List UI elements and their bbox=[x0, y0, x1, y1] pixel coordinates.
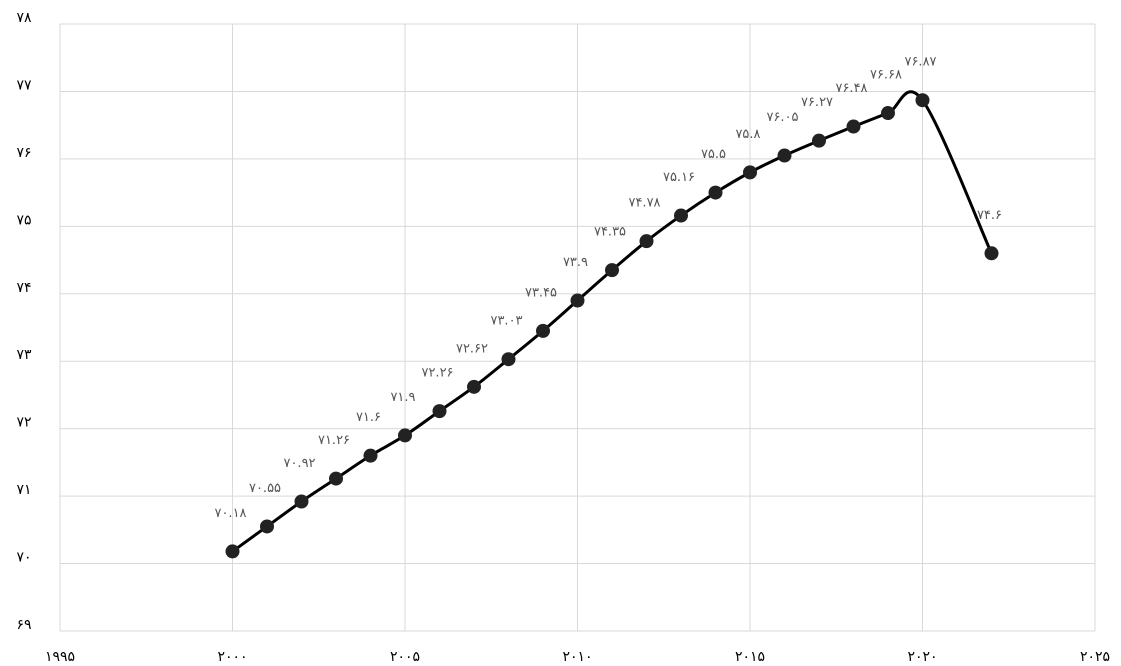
x-tick-label: ۲۰۲۵ bbox=[1080, 649, 1110, 665]
data-label: ۷۵.۱۶ bbox=[663, 170, 695, 185]
point bbox=[812, 133, 826, 148]
y-tick-label: ۷۶ bbox=[16, 145, 31, 161]
data-label: ۷۰.۹۲ bbox=[283, 456, 315, 471]
data-label: ۷۵.۵ bbox=[701, 147, 726, 162]
y-tick-label: ۷۲ bbox=[16, 415, 31, 431]
point bbox=[984, 246, 999, 261]
data-label: ۷۳.۴۵ bbox=[525, 285, 557, 300]
point bbox=[501, 352, 516, 367]
y-tick-label: ۷۷ bbox=[16, 77, 32, 93]
x-tick-label: ۲۰۰۵ bbox=[390, 649, 420, 665]
point bbox=[639, 234, 654, 249]
data-label: ۷۶.۸۷ bbox=[904, 55, 936, 70]
point bbox=[467, 379, 481, 394]
line bbox=[231, 90, 993, 553]
y-tick-label: ۷۵ bbox=[16, 212, 31, 228]
data-label: ۷۴.۷۸ bbox=[628, 196, 660, 211]
y-tick-label: ۷۳ bbox=[16, 347, 32, 363]
point bbox=[777, 148, 792, 163]
data-label: ۷۴.۶ bbox=[977, 208, 1002, 223]
data-label: ۷۱.۹ bbox=[390, 390, 415, 405]
point bbox=[605, 263, 619, 278]
data-label: ۷۴.۳۵ bbox=[594, 225, 626, 240]
x-tick-label: ۲۰۲۰ bbox=[907, 649, 937, 665]
point bbox=[225, 544, 240, 559]
data-label: ۷۳.۹ bbox=[563, 255, 588, 270]
point bbox=[915, 93, 930, 108]
point bbox=[398, 428, 412, 443]
point bbox=[846, 119, 861, 134]
data-label: ۷۶.۴۸ bbox=[835, 81, 867, 96]
point bbox=[363, 448, 378, 463]
point bbox=[570, 293, 585, 308]
point bbox=[881, 106, 895, 121]
data-label: ۷۶.۲۷ bbox=[801, 95, 833, 110]
point bbox=[708, 185, 723, 200]
point bbox=[260, 519, 274, 534]
data-label: ۷۶.۶۸ bbox=[870, 68, 902, 83]
point bbox=[743, 165, 757, 180]
point bbox=[329, 471, 343, 486]
data-label: ۷۵.۸ bbox=[735, 127, 760, 142]
x-tick-label: ۱۹۹۵ bbox=[45, 649, 75, 665]
x-tick-label: ۲۰۱۰ bbox=[562, 649, 592, 665]
data-label: ۷۶.۰۵ bbox=[766, 110, 798, 125]
data-label: ۷۳.۰۳ bbox=[490, 314, 522, 329]
data-label: ۷۱.۲۶ bbox=[318, 433, 350, 448]
x-tick-label: ۲۰۰۰ bbox=[217, 649, 247, 665]
point bbox=[432, 404, 447, 419]
point bbox=[294, 494, 309, 509]
y-tick-label: ۷۰ bbox=[16, 550, 31, 566]
y-tick-label: ۷۸ bbox=[16, 10, 32, 26]
x-tick-label: ۲۰۱۵ bbox=[735, 649, 765, 665]
point bbox=[536, 323, 550, 338]
data-label: ۷۲.۲۶ bbox=[421, 366, 453, 381]
y-tick-label: ۷۴ bbox=[16, 280, 31, 296]
y-tick-label: ۷۱ bbox=[16, 482, 31, 498]
data-label: ۷۲.۶۲ bbox=[456, 341, 488, 356]
point bbox=[674, 208, 688, 223]
y-tick-label: ۶۹ bbox=[16, 617, 31, 633]
data-label: ۷۰.۱۸ bbox=[214, 506, 246, 521]
data-label: ۷۱.۶ bbox=[356, 410, 381, 425]
data-label: ۷۰.۵۵ bbox=[249, 481, 281, 496]
